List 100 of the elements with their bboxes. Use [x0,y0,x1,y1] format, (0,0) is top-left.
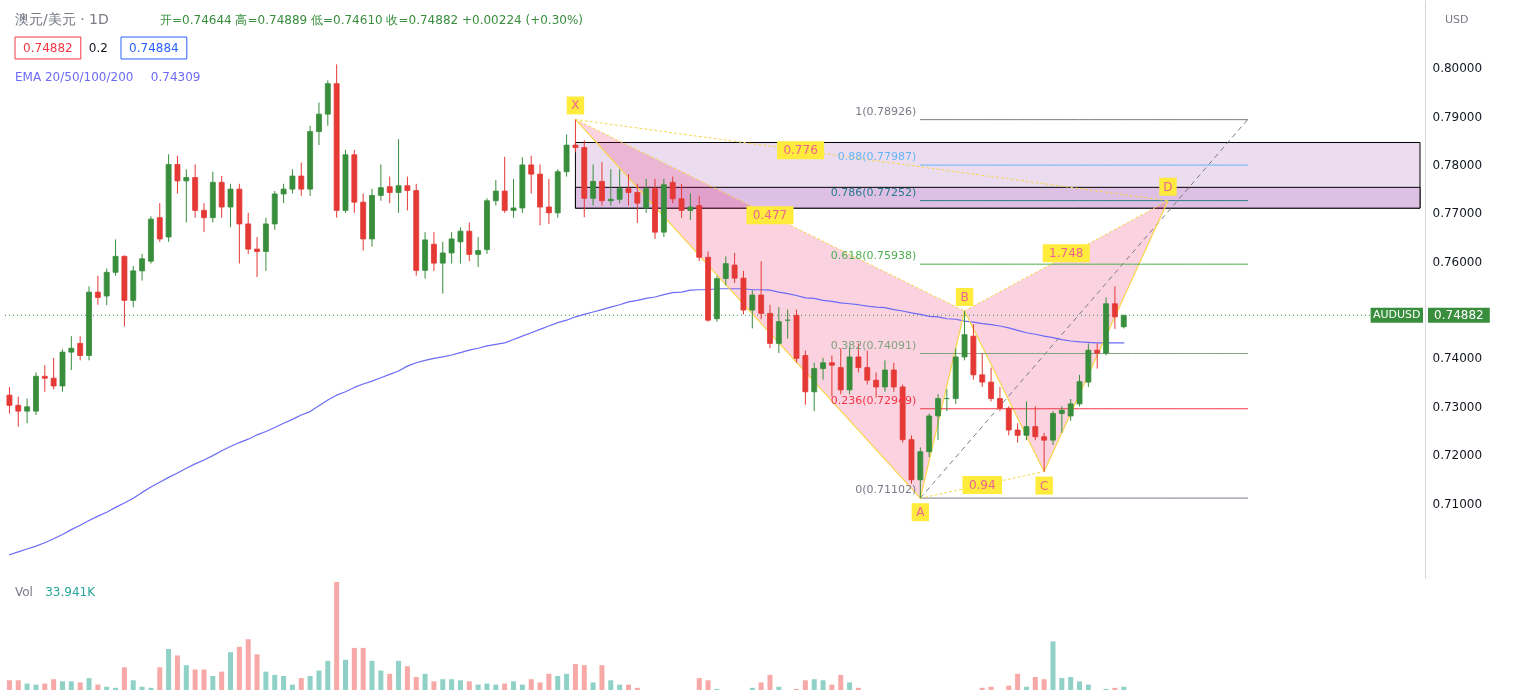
bar [767,674,773,690]
bar [528,679,534,690]
candlestick [890,362,897,393]
annotation: 0.776 [783,143,818,158]
bar [33,684,39,690]
candlestick [997,386,1003,412]
bar [511,681,517,690]
candlestick [404,176,411,211]
bar [139,686,145,690]
bar [1121,686,1127,690]
bar [219,671,225,690]
candlestick [457,226,464,265]
bar [811,679,817,690]
candlestick [103,267,110,306]
bar [581,665,587,690]
candlestick [201,202,207,233]
candlestick [289,168,296,194]
bar [1077,681,1083,690]
bar [210,675,216,690]
candlestick [979,352,986,388]
y-tick-label: 0.79000 [1432,109,1483,124]
candlestick [510,178,517,219]
data-label: B [960,290,969,305]
bar [68,681,74,690]
bar [121,667,127,690]
candlestick [678,183,685,219]
bar [95,684,101,690]
candlestick [625,173,632,207]
bar [157,667,163,690]
bar [42,683,48,690]
candlestick [749,289,756,329]
bar [979,687,985,690]
annotation: 0.74882 [23,41,73,55]
bar [440,679,446,690]
series-label: 0.618(0.75938) [830,249,917,263]
candlestick [395,138,402,214]
bar [334,582,340,690]
bar [758,682,764,690]
bar [396,660,402,690]
candlestick [758,260,765,320]
bar [820,680,826,690]
bar [325,660,331,690]
candlestick [466,221,473,262]
candlestick [15,396,22,428]
bar [351,647,357,690]
candlestick [77,335,84,361]
annotation: 0.94 [968,477,996,492]
bar [617,684,623,690]
data-label: C [1039,478,1049,493]
candlestick [572,119,579,153]
bar [519,684,525,690]
candlestick [94,275,101,306]
candlestick [722,255,729,286]
y-tick-label: 0.76000 [1432,254,1483,269]
bar [272,674,278,690]
candlestick [1023,400,1030,441]
bar [378,670,384,690]
annotation: 0.2 [88,41,108,55]
bar [281,675,287,690]
candlestick [156,202,163,243]
candlestick [68,335,75,371]
bar [493,684,499,690]
candlestick [634,183,641,224]
bar [289,684,295,690]
candlestick [1058,405,1065,434]
bar [6,680,12,690]
candlestick [1014,422,1021,444]
text: EMA 20/50/100/200 [15,70,134,84]
bar [369,660,375,690]
bar [342,659,348,690]
bar [1085,684,1091,690]
candlestick [174,155,181,194]
bar [15,680,21,690]
candlestick [988,367,994,402]
bar [555,675,561,690]
bar [404,666,410,690]
candlestick [528,155,535,194]
bar [201,669,207,690]
bar [696,678,702,690]
candlestick [731,252,738,284]
bar [192,669,198,690]
candlestick [1005,405,1012,436]
bar [1032,677,1038,690]
bar [59,681,65,690]
bar [113,687,119,690]
bar [245,639,251,690]
candlestick [386,176,393,204]
candlestick [431,231,437,272]
y-tick-label: 0.73000 [1432,399,1483,414]
bar [838,674,844,690]
bar [298,678,304,690]
bar [24,683,30,690]
series-label: 0.786(0.77252) [830,185,917,199]
bar [360,647,366,690]
candlestick [669,176,676,204]
bar [449,679,455,690]
text: 开=0.74644 高=0.74889 低=0.74610 收=0.74882 +0.00224 (+0.30%) [160,13,583,27]
candlestick [183,168,190,223]
bar [546,673,552,690]
candlestick [41,364,48,393]
